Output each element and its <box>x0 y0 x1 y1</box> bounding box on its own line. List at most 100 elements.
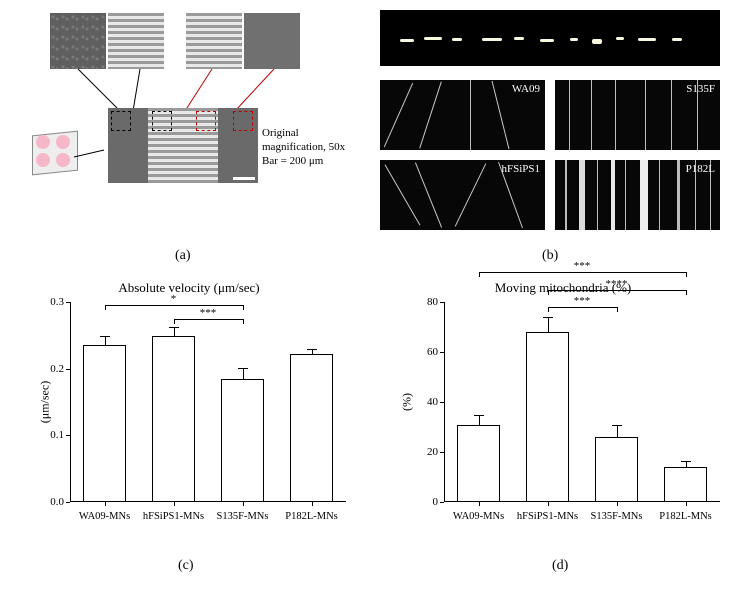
bar <box>152 336 195 502</box>
error-bar <box>479 415 480 425</box>
bar <box>221 379 264 502</box>
x-tick <box>174 502 175 506</box>
y-tick-label: 0.2 <box>34 363 64 375</box>
kymo-trace <box>615 80 616 150</box>
x-tick-label: WA09-MNs <box>79 511 130 522</box>
chart-d: Moving mitochondria (%) (%) 020406080WA0… <box>390 280 736 570</box>
chip-well-4 <box>56 153 70 167</box>
magnification-text: Original magnification, 50x Bar = 200 μm <box>262 126 350 168</box>
kymo-trace <box>492 81 510 149</box>
panel-a-roi-black-2 <box>152 111 172 131</box>
chart-c: Absolute velocity (μm/sec) (μm/sec) 0.00… <box>16 280 362 570</box>
error-cap <box>612 425 622 426</box>
error-cap <box>543 317 553 318</box>
panel-b: WA09 S135F hFSiPS1 P182L <box>380 10 720 260</box>
kymo-trace <box>579 160 585 230</box>
error-bar <box>243 368 244 379</box>
chart-c-plot: (μm/sec) 0.00.10.20.3WA09-MNshFSiPS1-MNs… <box>70 302 346 502</box>
sig-line <box>174 319 243 320</box>
kymo-trace <box>640 160 648 230</box>
y-tick <box>66 435 70 436</box>
sig-tick <box>686 272 687 277</box>
mito-dot <box>452 38 462 41</box>
kymo-trace <box>565 160 567 230</box>
chart-c-title: Absolute velocity (μm/sec) <box>16 280 362 296</box>
sig-tick <box>479 272 480 277</box>
microfluidic-chip-icon <box>32 133 78 173</box>
kymo-trace <box>659 160 660 230</box>
kymo-trace <box>384 83 413 147</box>
y-tick-label: 80 <box>408 296 438 308</box>
sig-line <box>479 272 686 273</box>
x-tick <box>617 502 618 506</box>
bar <box>595 437 638 502</box>
kymo-trace <box>455 163 487 226</box>
error-bar <box>174 327 175 336</box>
error-cap <box>169 327 179 328</box>
y-tick <box>66 502 70 503</box>
x-tick <box>243 502 244 506</box>
error-cap <box>681 461 691 462</box>
sig-stars: *** <box>200 307 217 319</box>
sig-line <box>548 290 686 291</box>
kymo-trace <box>569 80 570 150</box>
x-tick-label: S135F-MNs <box>217 511 269 522</box>
mito-dot <box>570 38 578 41</box>
chip-well-1 <box>36 135 50 149</box>
mito-strip <box>380 10 720 66</box>
error-cap <box>100 336 110 337</box>
y-tick <box>440 302 444 303</box>
panel-a-roi-red-2 <box>233 111 253 131</box>
scale-bar <box>233 177 255 180</box>
y-axis <box>70 302 71 502</box>
x-tick <box>686 502 687 506</box>
mito-dot <box>592 39 602 44</box>
sig-tick <box>617 307 618 312</box>
kymo-trace <box>419 82 442 149</box>
bar <box>83 345 126 502</box>
chip-well-2 <box>56 135 70 149</box>
kymo-label-hfsips1: hFSiPS1 <box>501 163 540 175</box>
mito-dot <box>514 37 524 40</box>
mito-dot <box>424 37 442 40</box>
sig-stars: * <box>171 293 177 305</box>
sig-tick <box>548 307 549 312</box>
error-bar <box>105 336 106 345</box>
kymo-trace <box>415 162 442 227</box>
y-tick-label: 0.3 <box>34 296 64 308</box>
mito-dot <box>616 37 624 40</box>
sig-tick <box>686 290 687 295</box>
kymo-trace <box>677 160 680 230</box>
x-tick <box>312 502 313 506</box>
kymograph-s135f: S135F <box>555 80 720 150</box>
panel-a: Original magnification, 50x Bar = 200 μm <box>30 8 350 258</box>
mito-dot <box>638 38 656 41</box>
chart-d-plot: (%) 020406080WA09-MNshFSiPS1-MNsS135F-MN… <box>444 302 720 502</box>
mito-dot <box>400 39 414 42</box>
chip-well-3 <box>36 153 50 167</box>
y-tick <box>66 369 70 370</box>
x-tick <box>479 502 480 506</box>
bar <box>457 425 500 503</box>
error-bar <box>617 425 618 438</box>
kymograph-wa09: WA09 <box>380 80 545 150</box>
kymo-trace <box>597 160 598 230</box>
error-cap <box>238 368 248 369</box>
y-tick <box>66 302 70 303</box>
error-bar <box>548 317 549 332</box>
mag-line-1: Original magnification, 50x <box>262 126 350 154</box>
panel-b-label: (b) <box>542 248 558 264</box>
x-tick-label: hFSiPS1-MNs <box>517 511 578 522</box>
kymo-trace <box>591 80 592 150</box>
panel-d-label: (d) <box>552 558 568 574</box>
error-cap <box>474 415 484 416</box>
y-tick <box>440 352 444 353</box>
mito-dot <box>672 38 682 41</box>
sig-tick <box>243 319 244 324</box>
x-tick-label: P182L-MNs <box>659 511 712 522</box>
panel-a-lead-lines <box>30 8 350 118</box>
error-cap <box>307 349 317 350</box>
x-tick-label: P182L-MNs <box>285 511 338 522</box>
y-axis <box>444 302 445 502</box>
y-tick-label: 40 <box>408 396 438 408</box>
